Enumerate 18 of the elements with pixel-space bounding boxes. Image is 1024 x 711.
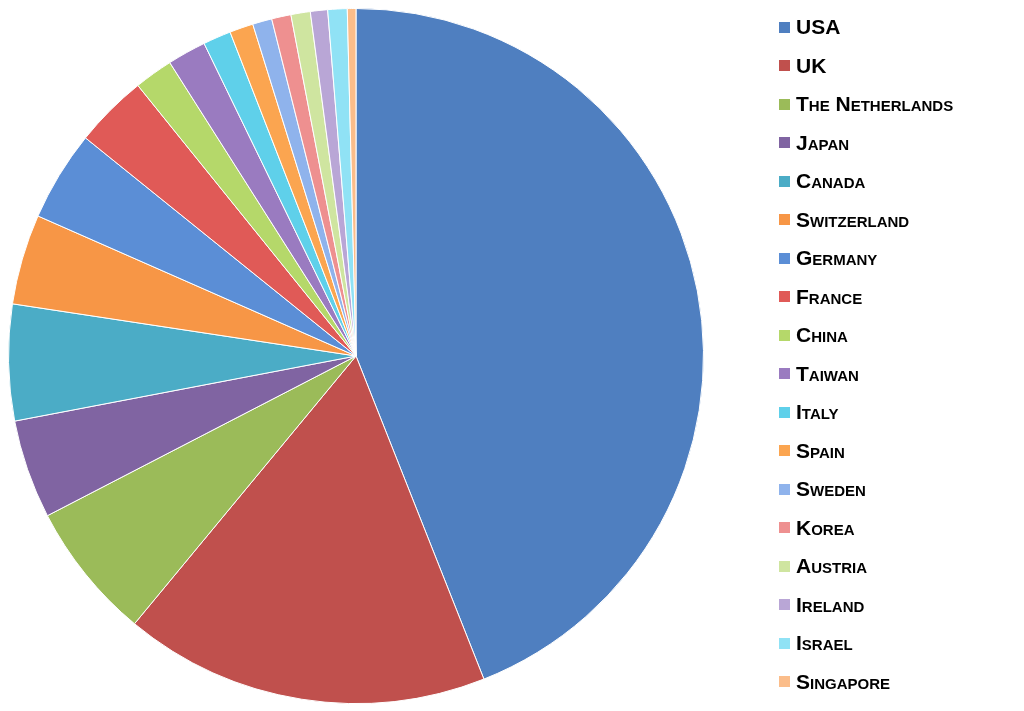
legend-label: Canada <box>796 169 866 194</box>
legend-label: France <box>796 284 863 309</box>
legend-label: Spain <box>796 438 845 463</box>
legend-label: Italy <box>796 400 839 425</box>
legend-label: China <box>796 323 848 348</box>
legend-label: Korea <box>796 515 855 540</box>
legend-label: The Netherlands <box>796 92 954 117</box>
legend-label: Israel <box>796 631 853 656</box>
legend-label: Sweden <box>796 477 866 502</box>
legend-label: Taiwan <box>796 361 859 386</box>
legend-label: USA <box>796 15 841 40</box>
legend-label: Switzerland <box>796 207 910 232</box>
legend-label: Ireland <box>796 592 865 617</box>
legend-label: Singapore <box>796 669 891 694</box>
legend-label: Austria <box>796 554 867 579</box>
legend-label: UK <box>796 53 827 78</box>
legend-label: Japan <box>796 130 850 155</box>
legend-label: Germany <box>796 246 878 271</box>
